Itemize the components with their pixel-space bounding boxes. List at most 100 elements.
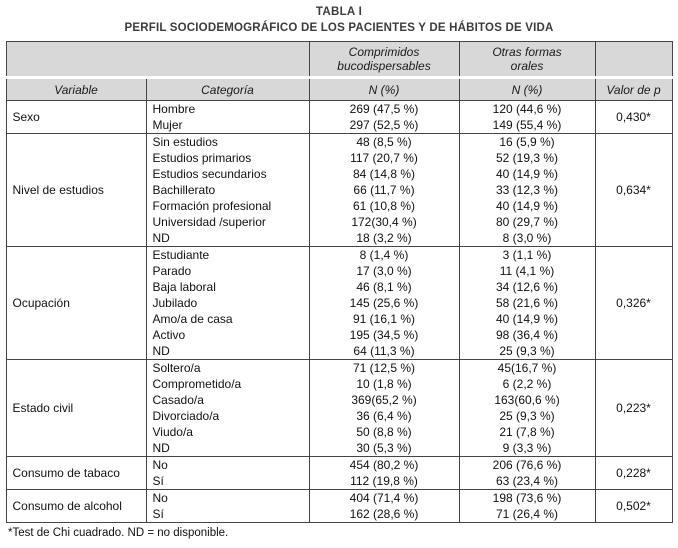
variable-group: Nivel de estudios Sin estudios 48 (8,5 %) 1…	[5, 133, 673, 247]
table-row: Estado civil Soltero/a 71 (12,5 %) 45(16,7 …	[5, 359, 673, 457]
table-row: Universidad /superior 172(30,4 %) 80 (29,7…	[6, 214, 672, 230]
table-row: Activo 195 (34,5 %) 98 (36,4 %)	[6, 327, 672, 343]
table-caption: TABLA I PERFIL SOCIODEMOGRÁFICO DE LOS P…	[0, 5, 678, 36]
table-row: Estudios secundarios 84 (14,8 %) 40 (14,9 …	[6, 166, 672, 182]
header-group-otras-formas: Otras formas orales	[458, 41, 596, 79]
otras-formas-value-cell: 71 (26,4 %)	[458, 506, 596, 523]
otras-formas-value-cell: 8 (3,0 %)	[458, 230, 596, 247]
categoria-cell: Divorciado/a	[145, 408, 310, 424]
p-value-cell: 0,223*	[594, 359, 673, 457]
header-blank-right	[594, 41, 673, 79]
categoria-cell: Estudios secundarios	[145, 166, 310, 182]
bucodispersables-value-cell: 145 (25,6 %)	[308, 295, 460, 311]
otras-formas-value-cell: 198 (73,6 %)	[458, 489, 596, 506]
categoria-cell: ND	[145, 440, 310, 457]
table-row: Sexo Hombre 269 (47,5 %) 120 (44,6 %) 0,430*	[5, 100, 673, 134]
categoria-cell: Estudios primarios	[145, 150, 310, 166]
bucodispersables-value-cell: 64 (11,3 %)	[308, 343, 460, 360]
categoria-cell: Hombre	[145, 100, 310, 117]
variable-cell: Estado civil	[5, 359, 147, 457]
table-row: Baja laboral 46 (8,1 %) 34 (12,6 %)	[6, 279, 672, 295]
table-row: Comprometido/a 10 (1,8 %) 6 (2,2 %)	[6, 376, 672, 392]
table-row: Amo/a de casa 91 (16,1 %) 40 (14,9 %)	[6, 311, 672, 327]
otras-formas-value-cell: 80 (29,7 %)	[458, 214, 596, 230]
table-row: Viudo/a 50 (8,8 %) 21 (7,8 %)	[6, 424, 672, 440]
table-row: Mujer 297 (52,5 %) 149 (55,4 %)	[6, 117, 672, 134]
otras-formas-value-cell: 63 (23,4 %)	[458, 473, 596, 490]
categoria-cell: Activo	[145, 327, 310, 343]
table-row: Parado 17 (3,0 %) 11 (4,1 %)	[6, 263, 672, 279]
variable-group: Sexo Hombre 269 (47,5 %) 120 (44,6 %) 0,430*…	[5, 100, 673, 134]
otras-formas-value-cell: 40 (14,9 %)	[458, 311, 596, 327]
table-row: Consumo de alcohol No 404 (71,4 %) 198 (73,…	[5, 489, 673, 523]
bucodispersables-value-cell: 46 (8,1 %)	[308, 279, 460, 295]
categoria-cell: Estudiante	[145, 246, 310, 263]
variable-group: Consumo de tabaco No 454 (80,2 %) 206 (76,6…	[5, 456, 673, 490]
bucodispersables-value-cell: 71 (12,5 %)	[308, 359, 460, 376]
table-row: Casado/a 369(65,2 %) 163(60,6 %)	[6, 392, 672, 408]
bucodispersables-value-cell: 112 (19,8 %)	[308, 473, 460, 490]
header-n-pct-2: N (%)	[458, 76, 596, 101]
bucodispersables-value-cell: 269 (47,5 %)	[308, 100, 460, 117]
header-columns-row: Variable Categoría N (%) N (%) Valor de …	[5, 76, 673, 101]
categoria-cell: Casado/a	[145, 392, 310, 408]
otras-formas-value-cell: 149 (55,4 %)	[458, 117, 596, 134]
categoria-cell: Viudo/a	[145, 424, 310, 440]
bucodispersables-value-cell: 8 (1,4 %)	[308, 246, 460, 263]
bucodispersables-value-cell: 195 (34,5 %)	[308, 327, 460, 343]
variable-group: Consumo de alcohol No 404 (71,4 %) 198 (73,…	[5, 489, 673, 523]
categoria-cell: Jubilado	[145, 295, 310, 311]
otras-formas-value-cell: 33 (12,3 %)	[458, 182, 596, 198]
table-row: ND 18 (3,2 %) 8 (3,0 %)	[6, 230, 672, 247]
p-value-cell: 0,430*	[594, 100, 673, 134]
otras-formas-value-cell: 11 (4,1 %)	[458, 263, 596, 279]
bucodispersables-value-cell: 30 (5,3 %)	[308, 440, 460, 457]
categoria-cell: Sin estudios	[145, 133, 310, 150]
bucodispersables-value-cell: 50 (8,8 %)	[308, 424, 460, 440]
table-row: Jubilado 145 (25,6 %) 58 (21,6 %)	[6, 295, 672, 311]
p-value-cell: 0,502*	[594, 489, 673, 523]
bucodispersables-value-cell: 297 (52,5 %)	[308, 117, 460, 134]
table-row: Consumo de tabaco No 454 (80,2 %) 206 (76,6…	[5, 456, 673, 490]
categoria-cell: Sí	[145, 506, 310, 523]
categoria-cell: Mujer	[145, 117, 310, 134]
p-value-cell: 0,634*	[594, 133, 673, 247]
categoria-cell: Comprometido/a	[145, 376, 310, 392]
bucodispersables-value-cell: 91 (16,1 %)	[308, 311, 460, 327]
sociodemographic-table: Comprimidos bucodispersables Otras forma…	[5, 41, 673, 523]
header-group-bucodispersables: Comprimidos bucodispersables	[308, 41, 460, 79]
table-row: Estudios primarios 117 (20,7 %) 52 (19,3 %…	[6, 150, 672, 166]
table-row: Sí 112 (19,8 %) 63 (23,4 %)	[6, 473, 672, 490]
header-n-pct-1: N (%)	[308, 76, 460, 101]
variable-cell: Sexo	[5, 100, 147, 134]
categoria-cell: Amo/a de casa	[145, 311, 310, 327]
table-header: Comprimidos bucodispersables Otras forma…	[5, 41, 673, 101]
bucodispersables-value-cell: 117 (20,7 %)	[308, 150, 460, 166]
header-variable: Variable	[5, 76, 147, 101]
p-value-cell: 0,228*	[594, 456, 673, 490]
otras-formas-value-cell: 40 (14,9 %)	[458, 198, 596, 214]
bucodispersables-value-cell: 10 (1,8 %)	[308, 376, 460, 392]
table-footnote: *Test de Chi cuadrado. ND = no disponibl…	[8, 527, 229, 539]
header-valor-p: Valor de p	[594, 76, 673, 101]
categoria-cell: Sí	[145, 473, 310, 490]
bucodispersables-value-cell: 18 (3,2 %)	[308, 230, 460, 247]
otras-formas-value-cell: 6 (2,2 %)	[458, 376, 596, 392]
variable-cell: Nivel de estudios	[5, 133, 147, 247]
otras-formas-value-cell: 21 (7,8 %)	[458, 424, 596, 440]
otras-formas-value-cell: 3 (1,1 %)	[458, 246, 596, 263]
bucodispersables-value-cell: 404 (71,4 %)	[308, 489, 460, 506]
table-title: PERFIL SOCIODEMOGRÁFICO DE LOS PACIENTES…	[124, 22, 554, 34]
categoria-cell: Universidad /superior	[145, 214, 310, 230]
table-row: Sí 162 (28,6 %) 71 (26,4 %)	[6, 506, 672, 523]
table-row: ND 30 (5,3 %) 9 (3,3 %)	[6, 440, 672, 457]
otras-formas-value-cell: 40 (14,9 %)	[458, 166, 596, 182]
otras-formas-value-cell: 25 (9,3 %)	[458, 408, 596, 424]
categoria-cell: Bachillerato	[145, 182, 310, 198]
otras-formas-value-cell: 163(60,6 %)	[458, 392, 596, 408]
variable-cell: Consumo de tabaco	[5, 456, 147, 490]
bucodispersables-value-cell: 84 (14,8 %)	[308, 166, 460, 182]
bucodispersables-value-cell: 61 (10,8 %)	[308, 198, 460, 214]
table-row: Bachillerato 66 (11,7 %) 33 (12,3 %)	[6, 182, 672, 198]
